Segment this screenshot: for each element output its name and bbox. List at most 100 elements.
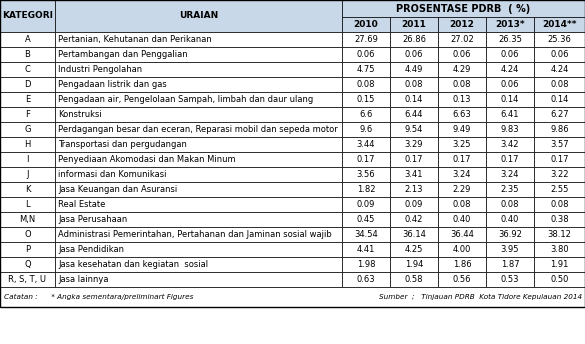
Bar	[0, 197, 55, 212]
Text: 3.41: 3.41	[405, 170, 424, 179]
Text: 6.41: 6.41	[501, 110, 519, 119]
Bar	[486, 62, 534, 77]
Text: F: F	[25, 110, 30, 119]
Bar	[390, 92, 438, 107]
Text: 0.17: 0.17	[550, 155, 569, 164]
Text: 0.56: 0.56	[453, 275, 472, 284]
Text: 0.09: 0.09	[405, 200, 423, 209]
Text: 0.06: 0.06	[550, 50, 569, 59]
Text: 0.58: 0.58	[405, 275, 424, 284]
Text: M,N: M,N	[19, 215, 36, 224]
Bar	[342, 272, 390, 287]
Bar	[342, 92, 390, 107]
Text: 2.55: 2.55	[550, 185, 569, 194]
Text: 2.35: 2.35	[501, 185, 519, 194]
Bar	[55, 257, 342, 272]
Bar	[390, 242, 438, 257]
Bar	[438, 92, 486, 107]
Bar	[55, 197, 342, 212]
Bar	[534, 212, 585, 227]
Bar	[0, 212, 55, 227]
Text: G: G	[24, 125, 31, 134]
Text: 3.24: 3.24	[453, 170, 472, 179]
Bar	[0, 47, 55, 62]
Bar	[486, 242, 534, 257]
Text: 0.50: 0.50	[550, 275, 569, 284]
Bar	[342, 197, 390, 212]
Bar	[438, 122, 486, 137]
Bar	[342, 32, 390, 47]
Text: 0.08: 0.08	[453, 80, 472, 89]
Bar	[534, 47, 585, 62]
Bar	[55, 242, 342, 257]
Bar	[438, 62, 486, 77]
Bar	[0, 227, 55, 242]
Text: 6.44: 6.44	[405, 110, 424, 119]
Text: 0.17: 0.17	[453, 155, 472, 164]
Bar	[534, 17, 585, 32]
Bar	[55, 272, 342, 287]
Text: 2.29: 2.29	[453, 185, 471, 194]
Text: O: O	[24, 230, 31, 239]
Text: Jasa Pendidikan: Jasa Pendidikan	[58, 245, 124, 254]
Bar	[0, 92, 55, 107]
Text: 0.06: 0.06	[501, 80, 519, 89]
Bar	[55, 167, 342, 182]
Bar	[486, 182, 534, 197]
Bar	[342, 257, 390, 272]
Text: 25.36: 25.36	[548, 35, 572, 44]
Bar	[534, 77, 585, 92]
Bar	[0, 0, 585, 307]
Bar	[534, 197, 585, 212]
Text: Sumber  ;   Tinjauan PDRB  Kota Tidore Kepulauan 2014: Sumber ; Tinjauan PDRB Kota Tidore Kepul…	[379, 294, 582, 300]
Text: K: K	[25, 185, 30, 194]
Bar	[342, 122, 390, 137]
Bar	[0, 107, 55, 122]
Bar	[0, 0, 55, 32]
Bar	[438, 242, 486, 257]
Bar	[390, 152, 438, 167]
Bar	[0, 77, 55, 92]
Text: Transportasi dan pergudangan: Transportasi dan pergudangan	[58, 140, 187, 149]
Text: 0.15: 0.15	[357, 95, 375, 104]
Bar	[534, 167, 585, 182]
Text: 0.06: 0.06	[405, 50, 424, 59]
Bar	[390, 17, 438, 32]
Bar	[534, 182, 585, 197]
Text: 0.14: 0.14	[550, 95, 569, 104]
Bar	[438, 182, 486, 197]
Bar	[390, 197, 438, 212]
Bar	[438, 227, 486, 242]
Bar	[486, 32, 534, 47]
Bar	[486, 17, 534, 32]
Text: 6.27: 6.27	[550, 110, 569, 119]
Bar	[486, 77, 534, 92]
Bar	[390, 32, 438, 47]
Text: 0.63: 0.63	[357, 275, 376, 284]
Text: 0.06: 0.06	[453, 50, 472, 59]
Text: Pertambangan dan Penggalian: Pertambangan dan Penggalian	[58, 50, 188, 59]
Bar	[342, 227, 390, 242]
Bar	[342, 242, 390, 257]
Text: 36.14: 36.14	[402, 230, 426, 239]
Text: 0.53: 0.53	[501, 275, 519, 284]
Text: H: H	[25, 140, 30, 149]
Bar	[390, 272, 438, 287]
Text: 0.06: 0.06	[357, 50, 375, 59]
Text: Q: Q	[24, 260, 31, 269]
Text: 0.08: 0.08	[405, 80, 424, 89]
Bar	[390, 137, 438, 152]
Text: D: D	[24, 80, 31, 89]
Text: 3.22: 3.22	[550, 170, 569, 179]
Text: 3.80: 3.80	[550, 245, 569, 254]
Bar	[486, 122, 534, 137]
Bar	[55, 47, 342, 62]
Text: E: E	[25, 95, 30, 104]
Bar	[438, 107, 486, 122]
Bar	[486, 152, 534, 167]
Bar	[486, 272, 534, 287]
Text: 0.17: 0.17	[357, 155, 375, 164]
Text: 9.86: 9.86	[550, 125, 569, 134]
Bar	[390, 212, 438, 227]
Bar	[0, 272, 55, 287]
